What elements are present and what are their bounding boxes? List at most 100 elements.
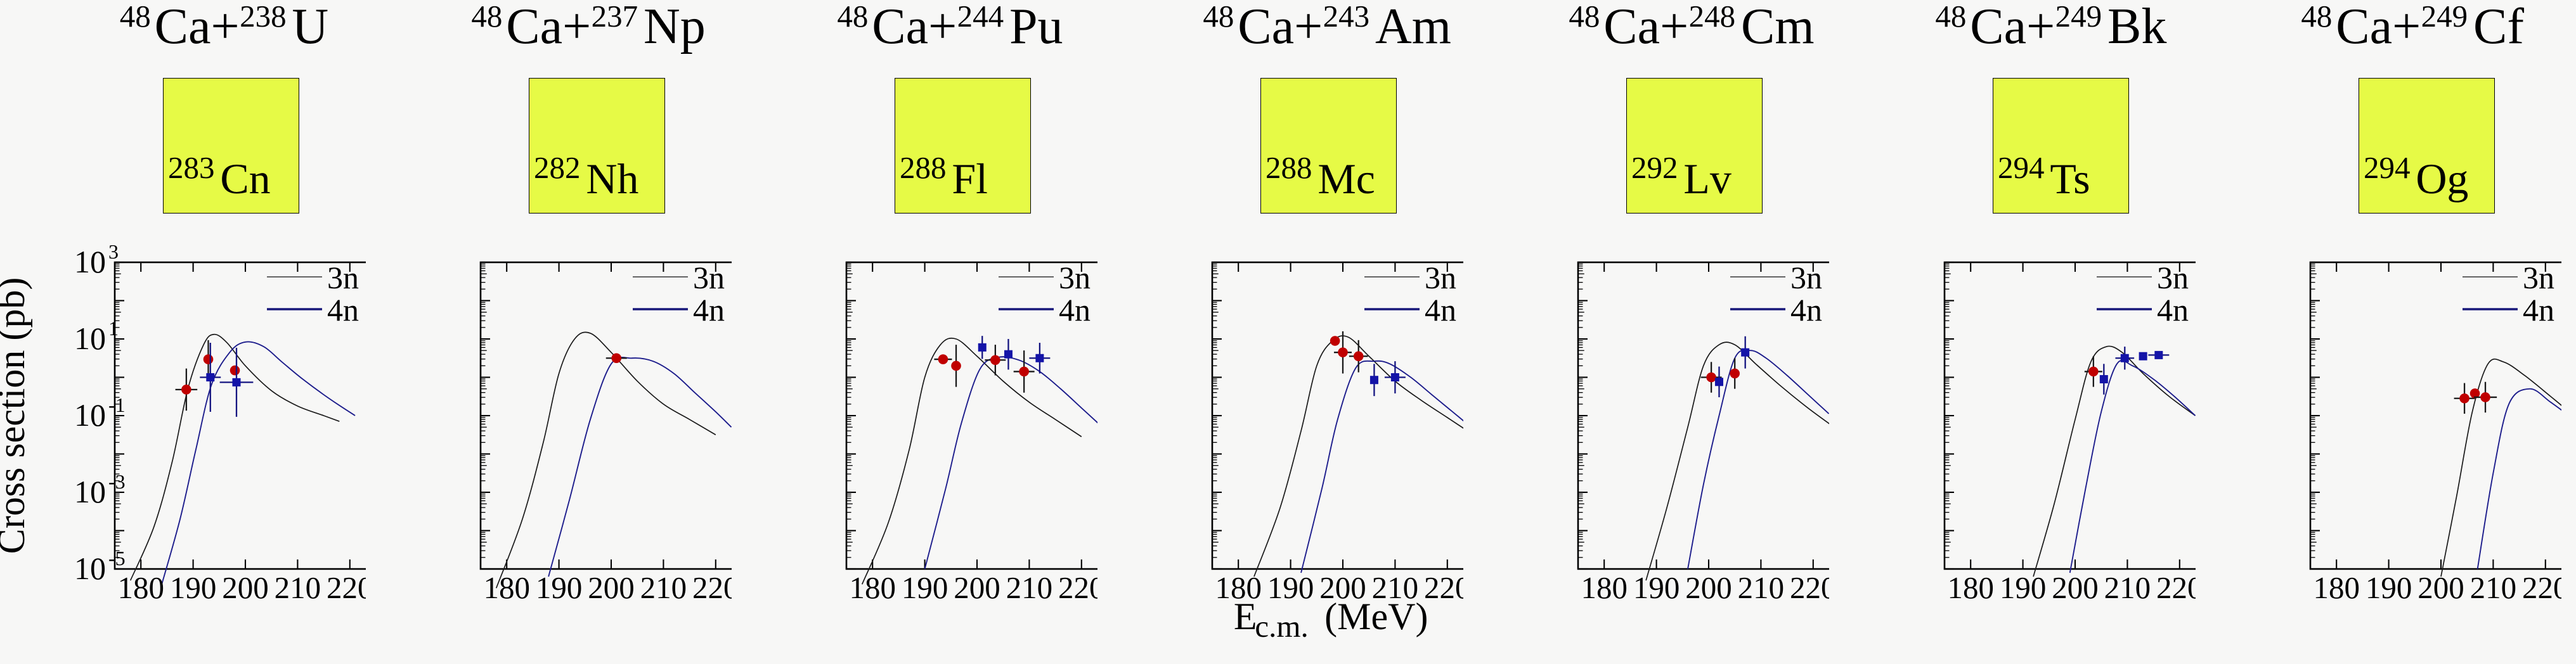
svg-text:4n: 4n <box>2523 292 2554 328</box>
svg-text:Np: Np <box>644 0 706 54</box>
svg-text:210: 210 <box>1006 570 1053 605</box>
svg-text:220: 220 <box>692 570 732 605</box>
svg-text:249: 249 <box>2421 0 2468 34</box>
svg-text:288: 288 <box>900 150 947 185</box>
svg-text:48: 48 <box>2301 0 2332 34</box>
svg-text:200: 200 <box>1320 570 1367 605</box>
svg-text:Lv: Lv <box>1684 155 1732 203</box>
svg-text:3n: 3n <box>1425 260 1456 295</box>
svg-text:Ca+: Ca+ <box>1970 0 2055 54</box>
svg-text:4n: 4n <box>1059 292 1091 328</box>
svg-text:244: 244 <box>957 0 1004 34</box>
svg-text:237: 237 <box>592 0 638 34</box>
svg-text:Ca+: Ca+ <box>872 0 957 54</box>
svg-text:294: 294 <box>2364 150 2411 185</box>
svg-text:48: 48 <box>1935 0 1966 34</box>
svg-text:Ca+: Ca+ <box>1604 0 1689 54</box>
svg-text:10: 10 <box>74 321 106 356</box>
svg-text:10: 10 <box>74 474 106 509</box>
svg-text:200: 200 <box>588 570 635 605</box>
svg-text:210: 210 <box>2469 570 2516 605</box>
svg-text:210: 210 <box>275 570 321 605</box>
svg-text:Ca+: Ca+ <box>1238 0 1323 54</box>
svg-text:4n: 4n <box>327 292 359 328</box>
svg-text:180: 180 <box>117 570 164 605</box>
svg-text:190: 190 <box>902 570 948 605</box>
svg-text:3n: 3n <box>327 260 359 295</box>
svg-text:Cn: Cn <box>220 155 270 203</box>
svg-text:200: 200 <box>954 570 1000 605</box>
svg-text:3n: 3n <box>1790 260 1822 295</box>
svg-text:180: 180 <box>1947 570 1994 605</box>
svg-text:238: 238 <box>240 0 287 34</box>
svg-text:220: 220 <box>2156 570 2196 605</box>
svg-text:48: 48 <box>471 0 502 34</box>
svg-text:1: 1 <box>108 317 119 340</box>
svg-text:220: 220 <box>1790 570 1829 605</box>
svg-text:3n: 3n <box>693 260 725 295</box>
svg-text:4n: 4n <box>2157 292 2189 328</box>
svg-text:Pu: Pu <box>1009 0 1063 54</box>
svg-text:210: 210 <box>2104 570 2151 605</box>
svg-text:294: 294 <box>1998 150 2045 185</box>
svg-text:292: 292 <box>1631 150 1678 185</box>
svg-text:Ca+: Ca+ <box>506 0 591 54</box>
svg-text:190: 190 <box>536 570 583 605</box>
svg-text:3n: 3n <box>1059 260 1091 295</box>
svg-text:Fl: Fl <box>952 155 988 203</box>
svg-text:210: 210 <box>640 570 687 605</box>
svg-text:210: 210 <box>1372 570 1419 605</box>
svg-text:3: 3 <box>108 240 119 263</box>
svg-text:Ca+: Ca+ <box>2336 0 2421 54</box>
svg-text:48: 48 <box>838 0 869 34</box>
svg-text:10: 10 <box>74 397 106 433</box>
svg-text:48: 48 <box>120 0 151 34</box>
svg-text:249: 249 <box>2055 0 2102 34</box>
svg-text:180: 180 <box>2313 570 2360 605</box>
svg-text:Cf: Cf <box>2473 0 2524 54</box>
svg-text:220: 220 <box>327 570 366 605</box>
svg-text:190: 190 <box>1999 570 2046 605</box>
svg-text:-1: -1 <box>108 393 126 416</box>
svg-text:Cm: Cm <box>1741 0 1815 54</box>
svg-text:Mc: Mc <box>1318 155 1376 203</box>
svg-text:200: 200 <box>222 570 269 605</box>
svg-text:48: 48 <box>1203 0 1234 34</box>
svg-text:10: 10 <box>74 551 106 586</box>
svg-text:3n: 3n <box>2157 260 2189 295</box>
svg-text:U: U <box>292 0 328 54</box>
svg-text:Bk: Bk <box>2107 0 2166 54</box>
svg-text:220: 220 <box>2522 570 2561 605</box>
svg-text:-3: -3 <box>108 470 126 493</box>
svg-text:200: 200 <box>1686 570 1733 605</box>
svg-text:200: 200 <box>2052 570 2099 605</box>
svg-text:283: 283 <box>168 150 215 185</box>
svg-text:4n: 4n <box>1790 292 1822 328</box>
svg-text:180: 180 <box>1581 570 1628 605</box>
svg-text:3n: 3n <box>2523 260 2554 295</box>
svg-text:210: 210 <box>1738 570 1785 605</box>
svg-text:10: 10 <box>74 244 106 279</box>
svg-text:Nh: Nh <box>586 155 638 203</box>
svg-text:190: 190 <box>1267 570 1314 605</box>
svg-text:180: 180 <box>1215 570 1262 605</box>
svg-text:220: 220 <box>1424 570 1463 605</box>
svg-text:48: 48 <box>1569 0 1600 34</box>
svg-text:Og: Og <box>2416 155 2468 203</box>
svg-text:190: 190 <box>2365 570 2412 605</box>
svg-text:190: 190 <box>170 570 217 605</box>
svg-text:4n: 4n <box>1425 292 1456 328</box>
svg-text:288: 288 <box>1265 150 1312 185</box>
svg-text:282: 282 <box>534 150 581 185</box>
svg-text:220: 220 <box>1058 570 1097 605</box>
svg-text:180: 180 <box>850 570 896 605</box>
svg-text:200: 200 <box>2417 570 2464 605</box>
svg-text:243: 243 <box>1323 0 1370 34</box>
svg-text:Am: Am <box>1375 0 1451 54</box>
svg-text:Ts: Ts <box>2050 155 2090 203</box>
svg-text:Ca+: Ca+ <box>155 0 240 54</box>
svg-text:190: 190 <box>1633 570 1680 605</box>
svg-text:248: 248 <box>1689 0 1736 34</box>
svg-text:-5: -5 <box>108 547 126 570</box>
svg-text:180: 180 <box>484 570 531 605</box>
